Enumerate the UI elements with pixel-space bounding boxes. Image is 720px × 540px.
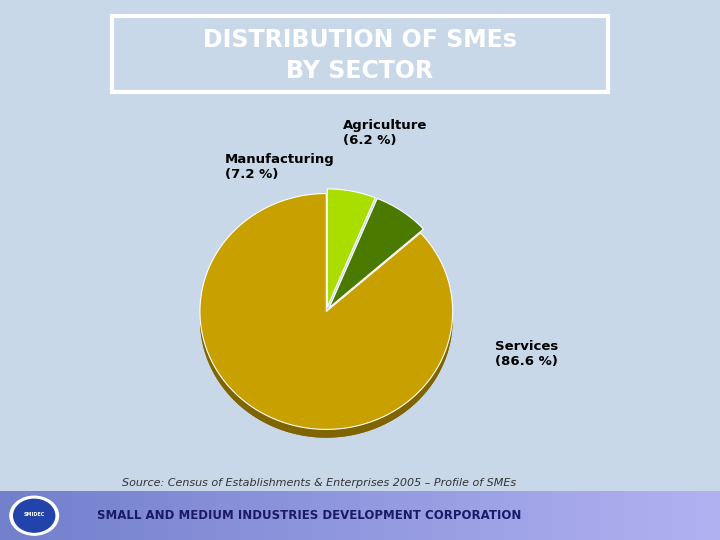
Bar [552, 491, 576, 540]
Bar [288, 491, 312, 540]
Bar [648, 491, 672, 540]
Text: Agriculture
(6.2 %): Agriculture (6.2 %) [343, 119, 428, 147]
Bar [312, 491, 336, 540]
Circle shape [14, 500, 55, 532]
Bar [168, 491, 192, 540]
Bar [576, 491, 600, 540]
Bar [72, 491, 96, 540]
Text: SMIDEC: SMIDEC [24, 512, 45, 517]
Text: Source: Census of Establishments & Enterprises 2005 – Profile of SMEs: Source: Census of Establishments & Enter… [122, 478, 516, 488]
Bar [408, 491, 432, 540]
Polygon shape [200, 193, 453, 429]
Text: Services
(86.6 %): Services (86.6 %) [495, 340, 558, 368]
Bar [360, 491, 384, 540]
Bar [0, 491, 24, 540]
Bar [528, 491, 552, 540]
Polygon shape [329, 199, 423, 308]
Bar [600, 491, 624, 540]
Bar [696, 491, 720, 540]
Circle shape [10, 496, 58, 535]
Bar [432, 491, 456, 540]
Bar [624, 491, 648, 540]
Bar [192, 491, 216, 540]
Bar [264, 491, 288, 540]
Bar [48, 491, 72, 540]
Bar [96, 491, 120, 540]
Bar [384, 491, 408, 540]
Polygon shape [328, 189, 375, 307]
Polygon shape [200, 312, 453, 437]
Text: SMALL AND MEDIUM INDUSTRIES DEVELOPMENT CORPORATION: SMALL AND MEDIUM INDUSTRIES DEVELOPMENT … [97, 509, 521, 522]
Bar [480, 491, 504, 540]
Text: Manufacturing
(7.2 %): Manufacturing (7.2 %) [225, 153, 335, 181]
Bar [336, 491, 360, 540]
Bar [240, 491, 264, 540]
Text: DISTRIBUTION OF SMEs: DISTRIBUTION OF SMEs [203, 29, 517, 52]
Bar [216, 491, 240, 540]
Bar [120, 491, 144, 540]
Bar [504, 491, 528, 540]
Polygon shape [200, 313, 453, 437]
Bar [672, 491, 696, 540]
Bar [144, 491, 168, 540]
Text: BY SECTOR: BY SECTOR [287, 59, 433, 83]
Bar [456, 491, 480, 540]
Bar [24, 491, 48, 540]
